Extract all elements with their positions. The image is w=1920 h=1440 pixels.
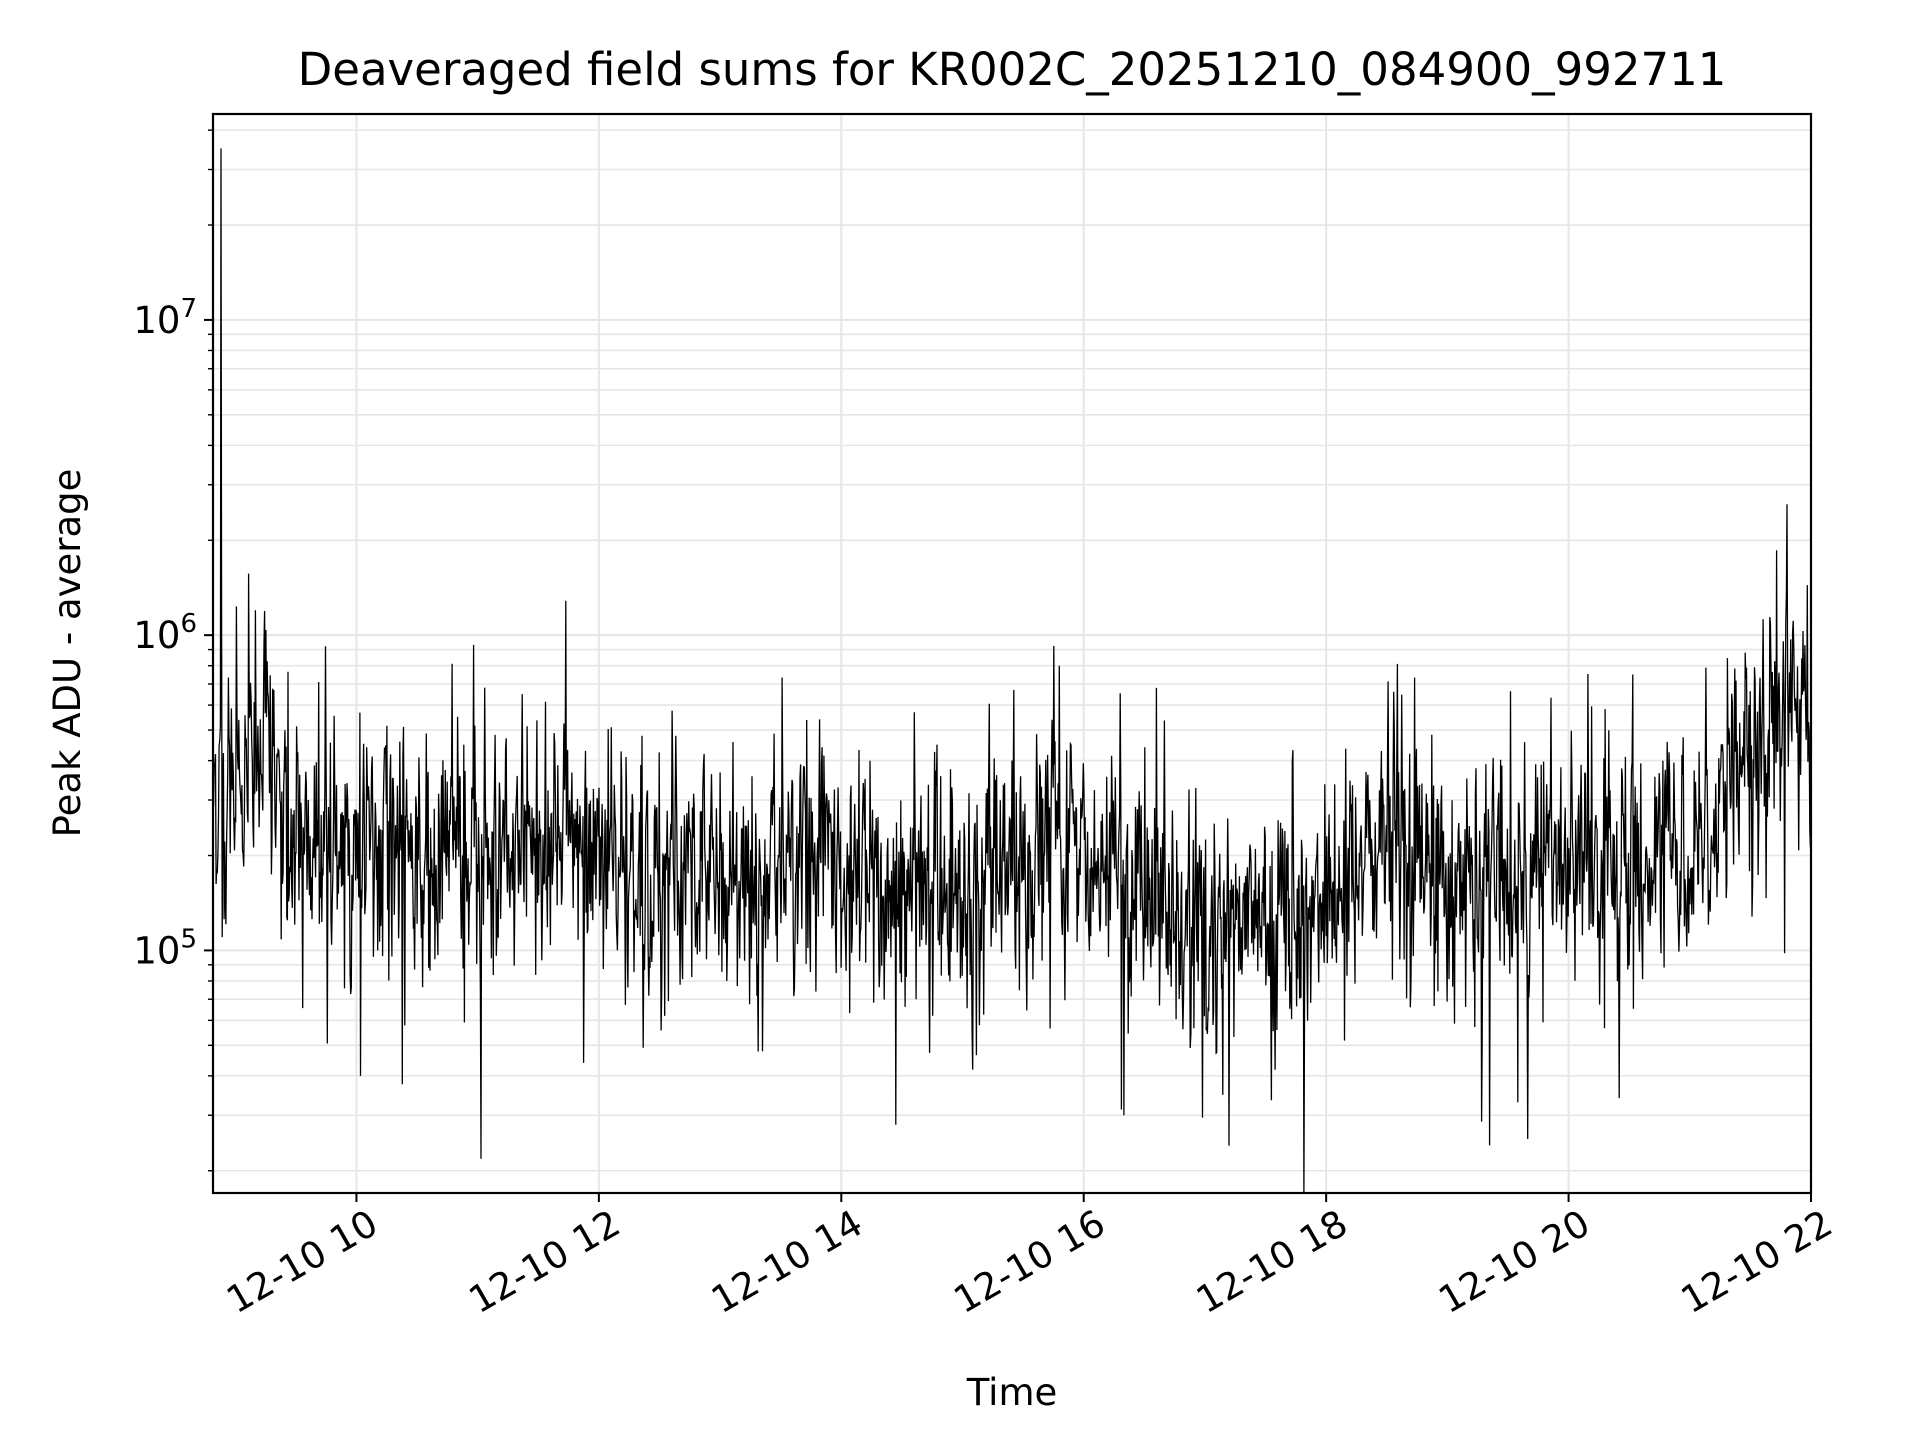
series-line xyxy=(212,148,1812,1194)
y-tick-base: 10 xyxy=(133,299,180,342)
y-tick-exponent: 6 xyxy=(180,609,197,639)
axes-frame xyxy=(211,112,1813,1195)
y-axis-label: Peak ADU - average xyxy=(46,469,89,838)
y-tick-label: 105 xyxy=(133,924,197,972)
y-tick-base: 10 xyxy=(133,929,180,972)
y-tick-exponent: 7 xyxy=(180,294,197,324)
y-tick-label: 106 xyxy=(133,609,197,657)
x-axis-label: Time xyxy=(966,1371,1058,1414)
series-line-path xyxy=(212,148,1812,1194)
y-tick-label: 107 xyxy=(133,294,197,342)
chart-title: Deaveraged field sums for KR002C_2025121… xyxy=(298,43,1727,96)
y-tick-exponent: 5 xyxy=(180,924,197,954)
y-tick-base: 10 xyxy=(133,614,180,657)
